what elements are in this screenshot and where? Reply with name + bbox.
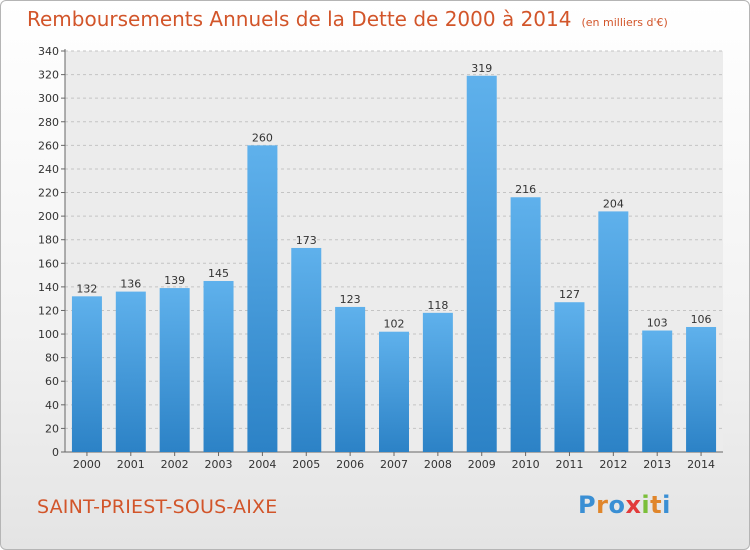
data-label: 319	[471, 62, 492, 75]
data-label: 118	[427, 299, 448, 312]
x-tick-label: 2001	[117, 458, 145, 471]
bar-2004	[247, 145, 278, 452]
bar-2010	[510, 197, 541, 452]
data-label: 139	[164, 274, 185, 287]
logo-letter: i	[641, 491, 651, 519]
y-tick-label: 0	[52, 446, 59, 459]
data-label: 106	[691, 313, 712, 326]
x-tick-label: 2010	[512, 458, 540, 471]
y-tick-label: 280	[38, 116, 59, 129]
data-label: 123	[340, 293, 361, 306]
data-label: 127	[559, 288, 580, 301]
x-tick-label: 2003	[205, 458, 233, 471]
data-label: 136	[120, 278, 141, 291]
x-tick-label: 2014	[687, 458, 715, 471]
chart-title: Remboursements Annuels de la Dette de 20…	[27, 7, 572, 31]
bar-2006	[335, 306, 366, 452]
title-row: Remboursements Annuels de la Dette de 20…	[27, 7, 668, 31]
y-tick-label: 100	[38, 328, 59, 341]
bar-2009	[466, 75, 497, 453]
y-tick-label: 40	[45, 399, 59, 412]
logo-letter: o	[608, 491, 626, 519]
data-label: 216	[515, 183, 536, 196]
y-tick-label: 180	[38, 234, 59, 247]
logo-letter: i	[662, 491, 671, 519]
bar-2003	[203, 280, 234, 452]
y-tick-label: 120	[38, 304, 59, 317]
x-tick-label: 2000	[73, 458, 101, 471]
y-tick-label: 240	[38, 163, 59, 176]
chart-subtitle: (en milliers d'€)	[581, 16, 668, 29]
bar-2011	[554, 302, 585, 452]
x-tick-label: 2002	[161, 458, 189, 471]
y-tick-label: 20	[45, 422, 59, 435]
y-tick-label: 200	[38, 210, 59, 223]
y-tick-label: 320	[38, 69, 59, 82]
x-tick-label: 2006	[336, 458, 364, 471]
bar-2014	[686, 326, 717, 452]
x-tick-label: 2011	[555, 458, 583, 471]
bar-2008	[422, 312, 453, 452]
data-label: 103	[647, 317, 668, 330]
bar-2005	[291, 247, 322, 452]
x-tick-label: 2012	[599, 458, 627, 471]
data-label: 173	[296, 234, 317, 247]
bar-2007	[379, 331, 409, 452]
logo-letter: r	[596, 491, 609, 519]
data-label: 132	[76, 282, 97, 295]
x-tick-label: 2009	[468, 458, 496, 471]
y-tick-label: 340	[38, 45, 59, 58]
y-tick-label: 60	[45, 375, 59, 388]
proxiti-logo: Proxiti	[578, 491, 671, 519]
y-tick-label: 220	[38, 187, 59, 200]
logo-letter: x	[625, 491, 642, 519]
y-tick-label: 140	[38, 281, 59, 294]
data-label: 204	[603, 197, 624, 210]
commune-name: SAINT-PRIEST-SOUS-AIXE	[37, 496, 278, 518]
x-tick-label: 2007	[380, 458, 408, 471]
logo-letter: P	[578, 491, 597, 519]
x-tick-label: 2013	[643, 458, 671, 471]
bar-2001	[115, 291, 146, 452]
y-tick-label: 260	[38, 139, 59, 152]
bar-2013	[642, 330, 673, 452]
bar-2002	[159, 288, 190, 452]
x-tick-label: 2008	[424, 458, 452, 471]
y-tick-label: 300	[38, 92, 59, 105]
x-tick-label: 2004	[248, 458, 276, 471]
data-label: 260	[252, 131, 273, 144]
bar-2000	[71, 296, 102, 452]
x-tick-label: 2005	[292, 458, 320, 471]
y-tick-label: 80	[45, 352, 59, 365]
y-tick-label: 160	[38, 257, 59, 270]
data-label: 102	[384, 318, 405, 331]
bar-2012	[598, 211, 629, 452]
logo-letter: t	[650, 491, 663, 519]
data-label: 145	[208, 267, 229, 280]
